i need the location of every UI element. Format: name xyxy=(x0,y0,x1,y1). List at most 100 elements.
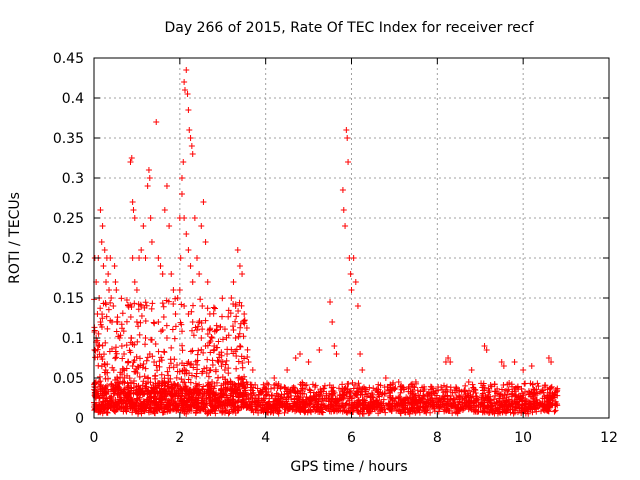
data-point xyxy=(130,207,137,213)
elevated-point xyxy=(179,328,186,335)
elevated-point xyxy=(199,302,206,309)
data-point xyxy=(131,215,138,221)
noise-point xyxy=(200,401,207,408)
data-point xyxy=(181,303,188,309)
noise-point xyxy=(170,400,177,407)
noise-point xyxy=(399,401,406,408)
noise-point xyxy=(366,407,373,414)
noise-point xyxy=(431,403,438,410)
noise-point xyxy=(112,408,119,415)
noise-point xyxy=(200,383,207,390)
noise-point xyxy=(299,379,306,386)
noise-point xyxy=(169,395,176,402)
data-point xyxy=(348,287,355,293)
data-point xyxy=(209,335,216,341)
noise-point xyxy=(217,399,224,406)
data-point xyxy=(548,359,555,365)
noise-point xyxy=(164,404,171,411)
elevated-point xyxy=(174,368,181,375)
x-tick-label: 4 xyxy=(261,430,270,446)
noise-point xyxy=(359,391,366,398)
elevated-point xyxy=(105,306,112,313)
elevated-point xyxy=(216,351,223,358)
elevated-point xyxy=(237,389,244,396)
elevated-point xyxy=(108,345,115,352)
noise-point xyxy=(493,399,500,406)
elevated-point xyxy=(139,364,146,371)
noise-point xyxy=(166,398,173,405)
noise-point xyxy=(135,402,142,409)
elevated-point xyxy=(169,384,176,391)
elevated-point xyxy=(204,386,211,393)
noise-point xyxy=(416,394,423,401)
data-point xyxy=(180,159,187,165)
noise-point xyxy=(113,406,120,413)
noise-point xyxy=(440,382,447,389)
elevated-point xyxy=(231,383,238,390)
data-point xyxy=(146,351,153,357)
elevated-point xyxy=(121,367,128,374)
noise-point xyxy=(463,397,470,404)
noise-point xyxy=(304,400,311,407)
noise-point xyxy=(446,399,453,406)
data-point xyxy=(157,263,164,269)
noise-point xyxy=(387,381,394,388)
elevated-point xyxy=(200,390,207,397)
elevated-point xyxy=(119,310,126,317)
noise-point xyxy=(498,386,505,393)
elevated-point xyxy=(218,386,225,393)
data-point xyxy=(331,343,338,349)
data-point xyxy=(468,367,475,373)
data-point xyxy=(94,311,101,317)
data-point xyxy=(239,271,246,277)
data-point xyxy=(333,351,340,357)
elevated-point xyxy=(223,357,230,364)
data-point xyxy=(129,255,136,261)
elevated-point xyxy=(173,374,180,381)
noise-point xyxy=(481,387,488,394)
noise-point xyxy=(522,388,529,395)
data-point xyxy=(292,355,299,361)
noise-point xyxy=(141,398,148,405)
elevated-point xyxy=(223,334,230,341)
noise-point xyxy=(302,404,309,411)
elevated-point xyxy=(130,390,137,397)
elevated-point xyxy=(117,369,124,376)
data-point xyxy=(95,343,102,349)
elevated-point xyxy=(153,384,160,391)
data-point xyxy=(159,327,166,333)
data-point xyxy=(128,155,135,161)
noise-point xyxy=(480,408,487,415)
noise-point xyxy=(487,382,494,389)
data-point xyxy=(200,199,207,205)
noise-point xyxy=(525,402,532,409)
noise-point xyxy=(300,396,307,403)
noise-point xyxy=(263,380,270,387)
noise-point xyxy=(542,382,549,389)
elevated-point xyxy=(158,328,165,335)
noise-point xyxy=(311,384,318,391)
noise-point xyxy=(201,404,208,411)
elevated-point xyxy=(239,390,246,397)
noise-point xyxy=(256,391,263,398)
data-point xyxy=(352,279,359,285)
data-point xyxy=(359,367,366,373)
elevated-point xyxy=(239,359,246,366)
noise-point xyxy=(263,386,270,393)
noise-point xyxy=(255,409,262,416)
noise-point xyxy=(297,387,304,394)
y-tick-label: 0.25 xyxy=(53,211,84,227)
elevated-point xyxy=(95,330,102,337)
noise-point xyxy=(469,381,476,388)
data-point xyxy=(116,335,123,341)
noise-point xyxy=(204,410,211,417)
y-tick-label: 0.05 xyxy=(53,371,84,387)
noise-point xyxy=(429,385,436,392)
y-tick-label: 0.35 xyxy=(53,131,84,147)
noise-point xyxy=(530,395,537,402)
noise-point xyxy=(112,396,119,403)
elevated-point xyxy=(205,389,212,396)
elevated-point xyxy=(217,323,224,330)
data-point xyxy=(189,279,196,285)
data-point xyxy=(316,347,323,353)
